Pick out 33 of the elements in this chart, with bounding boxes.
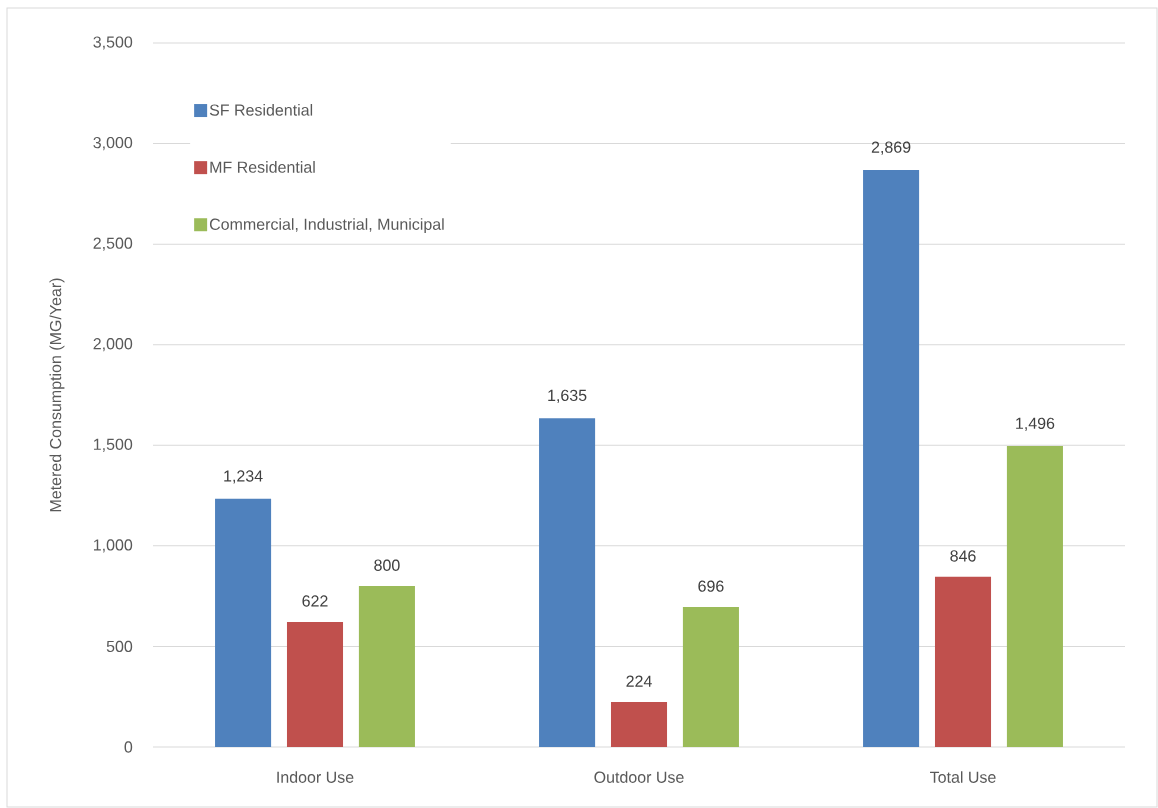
y-tick-label: 2,500 [93, 237, 133, 251]
x-tick-label: Total Use [930, 771, 996, 783]
bar [286, 621, 344, 747]
data-label: 696 [698, 580, 724, 592]
legend-label: Commercial, Industrial, Municipal [209, 218, 444, 234]
data-label: 622 [302, 595, 328, 607]
y-axis-title: Metered Consumption (MG/Year) [49, 278, 65, 512]
bar [1006, 446, 1063, 747]
y-tick-label: 0 [124, 741, 133, 753]
data-label: 1,635 [548, 389, 587, 403]
x-tick-label: Indoor Use [277, 771, 354, 783]
bar [610, 701, 668, 747]
legend-label: MF Residential [210, 161, 315, 173]
data-label: 1,496 [1016, 417, 1055, 431]
y-tick-label: 3,500 [93, 36, 133, 50]
y-tick-label: 500 [106, 640, 133, 653]
y-tick-label: 3,000 [93, 136, 133, 151]
bar [682, 607, 739, 747]
bar [358, 586, 415, 747]
bar [863, 169, 920, 747]
legend-label: SF Residential [209, 104, 313, 116]
data-label: 2,869 [871, 141, 911, 155]
y-tick-label: 1,500 [93, 438, 133, 452]
y-tick-label: 1,000 [93, 539, 133, 553]
data-label: 846 [950, 550, 976, 562]
bar [539, 418, 596, 747]
data-label: 1,234 [224, 470, 263, 484]
data-label: 800 [374, 559, 400, 571]
bar [215, 498, 272, 747]
bar [934, 576, 992, 747]
x-tick-label: Outdoor Use [594, 771, 684, 783]
y-tick-label: 2,000 [93, 338, 133, 352]
data-label: 224 [626, 675, 652, 687]
